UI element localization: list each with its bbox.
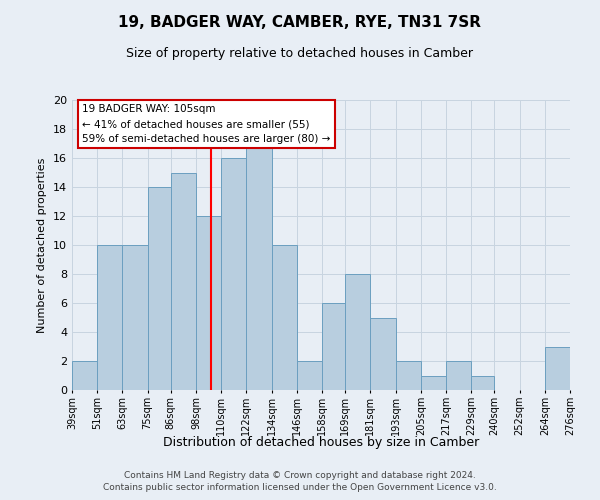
Bar	[148, 187, 171, 390]
Text: 19 BADGER WAY: 105sqm
← 41% of detached houses are smaller (55)
59% of semi-deta: 19 BADGER WAY: 105sqm ← 41% of detached …	[82, 104, 331, 144]
Bar	[247, 144, 272, 390]
Bar	[395, 361, 421, 390]
Bar	[345, 274, 370, 390]
Bar	[370, 318, 395, 390]
Y-axis label: Number of detached properties: Number of detached properties	[37, 158, 47, 332]
Bar	[171, 172, 196, 390]
Bar	[322, 303, 345, 390]
Bar	[196, 216, 221, 390]
Text: Contains public sector information licensed under the Open Government Licence v3: Contains public sector information licen…	[103, 484, 497, 492]
Bar	[221, 158, 247, 390]
Bar	[446, 361, 471, 390]
Bar	[272, 245, 297, 390]
Bar	[421, 376, 446, 390]
Text: Size of property relative to detached houses in Camber: Size of property relative to detached ho…	[127, 48, 473, 60]
Bar	[97, 245, 122, 390]
Text: Contains HM Land Registry data © Crown copyright and database right 2024.: Contains HM Land Registry data © Crown c…	[124, 471, 476, 480]
Bar	[122, 245, 148, 390]
Text: 19, BADGER WAY, CAMBER, RYE, TN31 7SR: 19, BADGER WAY, CAMBER, RYE, TN31 7SR	[119, 15, 482, 30]
Bar	[72, 361, 97, 390]
Bar	[297, 361, 322, 390]
Bar	[471, 376, 494, 390]
Bar	[545, 346, 570, 390]
Text: Distribution of detached houses by size in Camber: Distribution of detached houses by size …	[163, 436, 479, 449]
